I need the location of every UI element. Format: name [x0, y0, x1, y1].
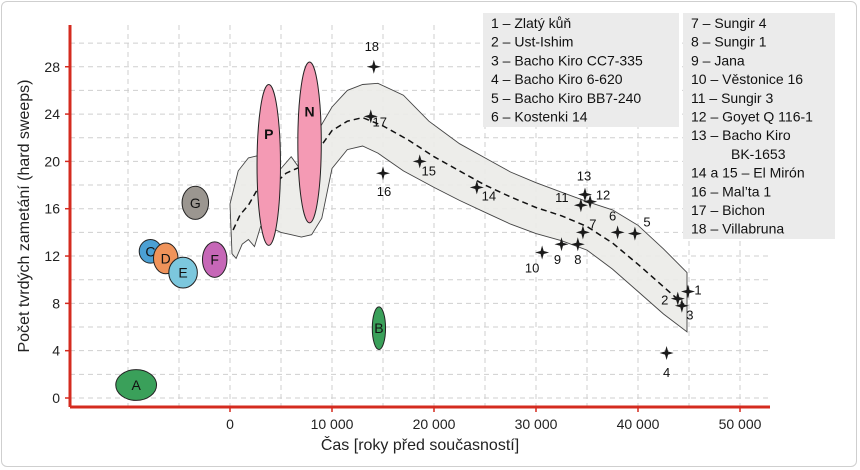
data-point-label-15: 15	[421, 163, 435, 178]
legend-entry: 17 – Bichon	[691, 202, 765, 218]
x-tick-label: 50 000	[719, 416, 762, 432]
group-ellipse-e	[168, 256, 198, 289]
data-point-3	[674, 298, 689, 313]
data-point-label-17: 17	[373, 114, 387, 129]
sample-groups: A B C DE F G P N	[115, 61, 387, 401]
group-ellipse-n	[297, 61, 322, 224]
data-point-label-7: 7	[589, 216, 596, 231]
y-axis-title: Počet tvrdých zametání (hard sweeps)	[16, 79, 33, 352]
y-tick-label: 12	[44, 248, 60, 264]
legend-entry: 9 – Jana	[691, 52, 745, 68]
legend: 1 – Zlatý kůň 2 – Ust-Ishim 3 – Bacho Kiro…	[483, 13, 835, 239]
data-point-label-13: 13	[577, 169, 591, 184]
data-point-label-8: 8	[574, 252, 581, 267]
legend-entry: 3 – Bacho Kiro CC7-335	[491, 52, 643, 68]
data-point-8	[570, 237, 585, 252]
data-point-9	[554, 237, 569, 252]
legend-entry: 10 – Věstonice 16	[691, 71, 803, 87]
y-tick-label: 20	[44, 153, 60, 169]
group-label-b: B	[374, 320, 383, 336]
group-label-e: E	[178, 265, 187, 281]
x-tick-label: 30 000	[515, 416, 558, 432]
group-ellipse-b	[371, 306, 387, 350]
data-point-13	[578, 187, 592, 202]
legend-entry: 2 – Ust-Ishim	[491, 34, 573, 50]
legend-entry: 1 – Zlatý kůň	[491, 15, 571, 31]
x-tick-label: 0	[226, 416, 234, 432]
data-point-2	[670, 291, 685, 306]
group-label-c: C	[145, 243, 155, 259]
legend-entry: 14 a 15 – El Mirón	[691, 165, 805, 181]
x-tick-label: 40 000	[617, 416, 660, 432]
data-point-label-1: 1	[694, 283, 701, 298]
data-point-label-11: 11	[555, 190, 569, 205]
data-point-5	[627, 226, 642, 241]
legend-entry: 12 – Goyet Q 116-1	[691, 109, 813, 125]
legend-entry: 5 – Bacho Kiro BB7-240	[491, 90, 641, 106]
x-axis-title: Čas [roky před současností]	[321, 435, 519, 454]
legend-entry: 16 – Mal’ta 1	[691, 183, 771, 199]
legend-entry: 4 – Bacho Kiro 6-620	[491, 71, 623, 87]
data-point-14	[469, 180, 484, 195]
legend-entry: BK-1653	[731, 146, 786, 162]
data-point-label-18: 18	[365, 39, 379, 54]
axis-titles: Čas [roky před současností] Počet tvrdých…	[16, 79, 519, 454]
data-point-18	[366, 59, 381, 74]
y-tick-label: 16	[44, 201, 60, 217]
group-label-g: G	[190, 195, 201, 211]
data-point-17	[363, 109, 378, 124]
group-label-f: F	[210, 252, 219, 268]
y-tick-label: 24	[44, 106, 60, 122]
data-point-label-16: 16	[377, 184, 391, 199]
data-point-15	[412, 154, 427, 169]
data-point-label-12: 12	[596, 188, 610, 203]
legend-entry: 18 – Villabruna	[691, 221, 784, 237]
x-tick-label: 20 000	[413, 416, 456, 432]
data-point-4	[659, 346, 674, 360]
group-label-n: N	[304, 103, 314, 119]
group-ellipse-g	[181, 185, 210, 220]
y-tick-label: 28	[44, 59, 60, 75]
data-point-7	[575, 225, 590, 240]
data-point-label-14: 14	[482, 188, 496, 203]
legend-entry: 7 – Sungir 4	[691, 15, 767, 31]
data-point-12	[583, 194, 598, 209]
data-point-11	[573, 198, 588, 213]
y-tick-label: 8	[52, 295, 60, 311]
legend-box-1	[483, 13, 679, 127]
group-ellipse-p	[256, 84, 281, 246]
legend-entry: 13 – Bacho Kiro	[691, 127, 791, 143]
legend-entry: 11 – Sungir 3	[691, 90, 773, 106]
data-point-label-4: 4	[663, 365, 670, 380]
group-label-a: A	[131, 377, 141, 393]
data-point-16	[376, 166, 390, 181]
data-point-1	[681, 284, 695, 299]
data-point-label-9: 9	[554, 252, 561, 267]
data-point-label-6: 6	[609, 208, 616, 223]
data-point-6	[610, 225, 625, 240]
confidence-band-area	[229, 82, 688, 333]
data-point-10	[535, 245, 550, 260]
legend-entry: 8 – Sungir 1	[691, 34, 767, 50]
y-tick-label: 0	[52, 390, 60, 406]
data-point-label-3: 3	[686, 308, 693, 323]
data-point-label-5: 5	[643, 215, 650, 230]
group-ellipse-f	[201, 241, 228, 278]
group-label-d: D	[161, 250, 171, 266]
group-label-p: P	[264, 126, 273, 142]
data-point-label-2: 2	[661, 293, 668, 308]
legend-entry: 6 – Kostenki 14	[491, 109, 588, 125]
legend-box-2	[683, 13, 835, 239]
y-tick-label: 4	[52, 343, 60, 359]
x-tick-label: 10 000	[311, 416, 354, 432]
data-point-label-10: 10	[525, 260, 539, 275]
group-ellipse-a	[115, 369, 158, 401]
